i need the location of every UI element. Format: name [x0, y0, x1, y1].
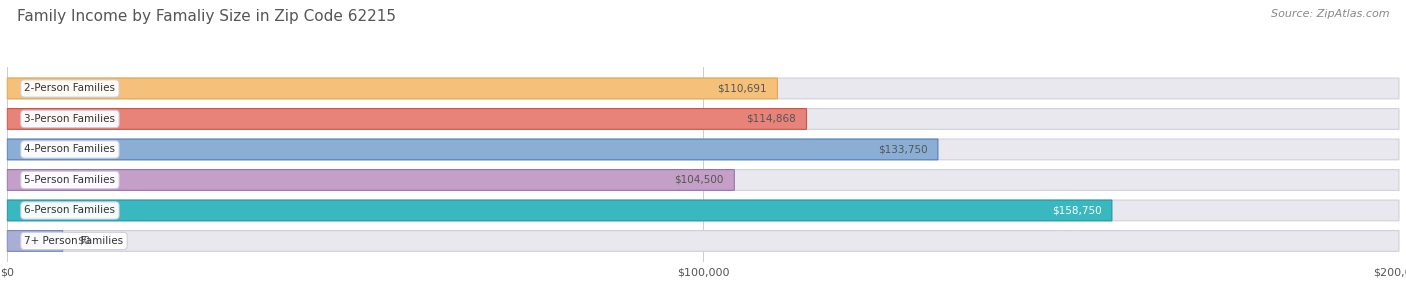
Text: $158,750: $158,750 — [1052, 206, 1101, 215]
Text: 3-Person Families: 3-Person Families — [24, 114, 115, 124]
Text: $114,868: $114,868 — [747, 114, 796, 124]
FancyBboxPatch shape — [7, 109, 1399, 129]
Text: 7+ Person Families: 7+ Person Families — [24, 236, 124, 246]
Text: $0: $0 — [77, 236, 90, 246]
FancyBboxPatch shape — [7, 78, 1399, 99]
FancyBboxPatch shape — [7, 139, 1399, 160]
Text: Family Income by Famaliy Size in Zip Code 62215: Family Income by Famaliy Size in Zip Cod… — [17, 9, 396, 24]
Text: 5-Person Families: 5-Person Families — [24, 175, 115, 185]
Text: Source: ZipAtlas.com: Source: ZipAtlas.com — [1271, 9, 1389, 19]
Text: 2-Person Families: 2-Person Families — [24, 84, 115, 93]
Text: $104,500: $104,500 — [675, 175, 724, 185]
Text: $133,750: $133,750 — [877, 145, 928, 154]
FancyBboxPatch shape — [7, 200, 1112, 221]
FancyBboxPatch shape — [7, 78, 778, 99]
FancyBboxPatch shape — [7, 231, 1399, 251]
Text: 6-Person Families: 6-Person Families — [24, 206, 115, 215]
FancyBboxPatch shape — [7, 139, 938, 160]
FancyBboxPatch shape — [7, 109, 807, 129]
Text: $110,691: $110,691 — [717, 84, 766, 93]
FancyBboxPatch shape — [7, 231, 63, 251]
Text: 4-Person Families: 4-Person Families — [24, 145, 115, 154]
FancyBboxPatch shape — [7, 200, 1399, 221]
FancyBboxPatch shape — [7, 170, 1399, 190]
FancyBboxPatch shape — [7, 170, 734, 190]
